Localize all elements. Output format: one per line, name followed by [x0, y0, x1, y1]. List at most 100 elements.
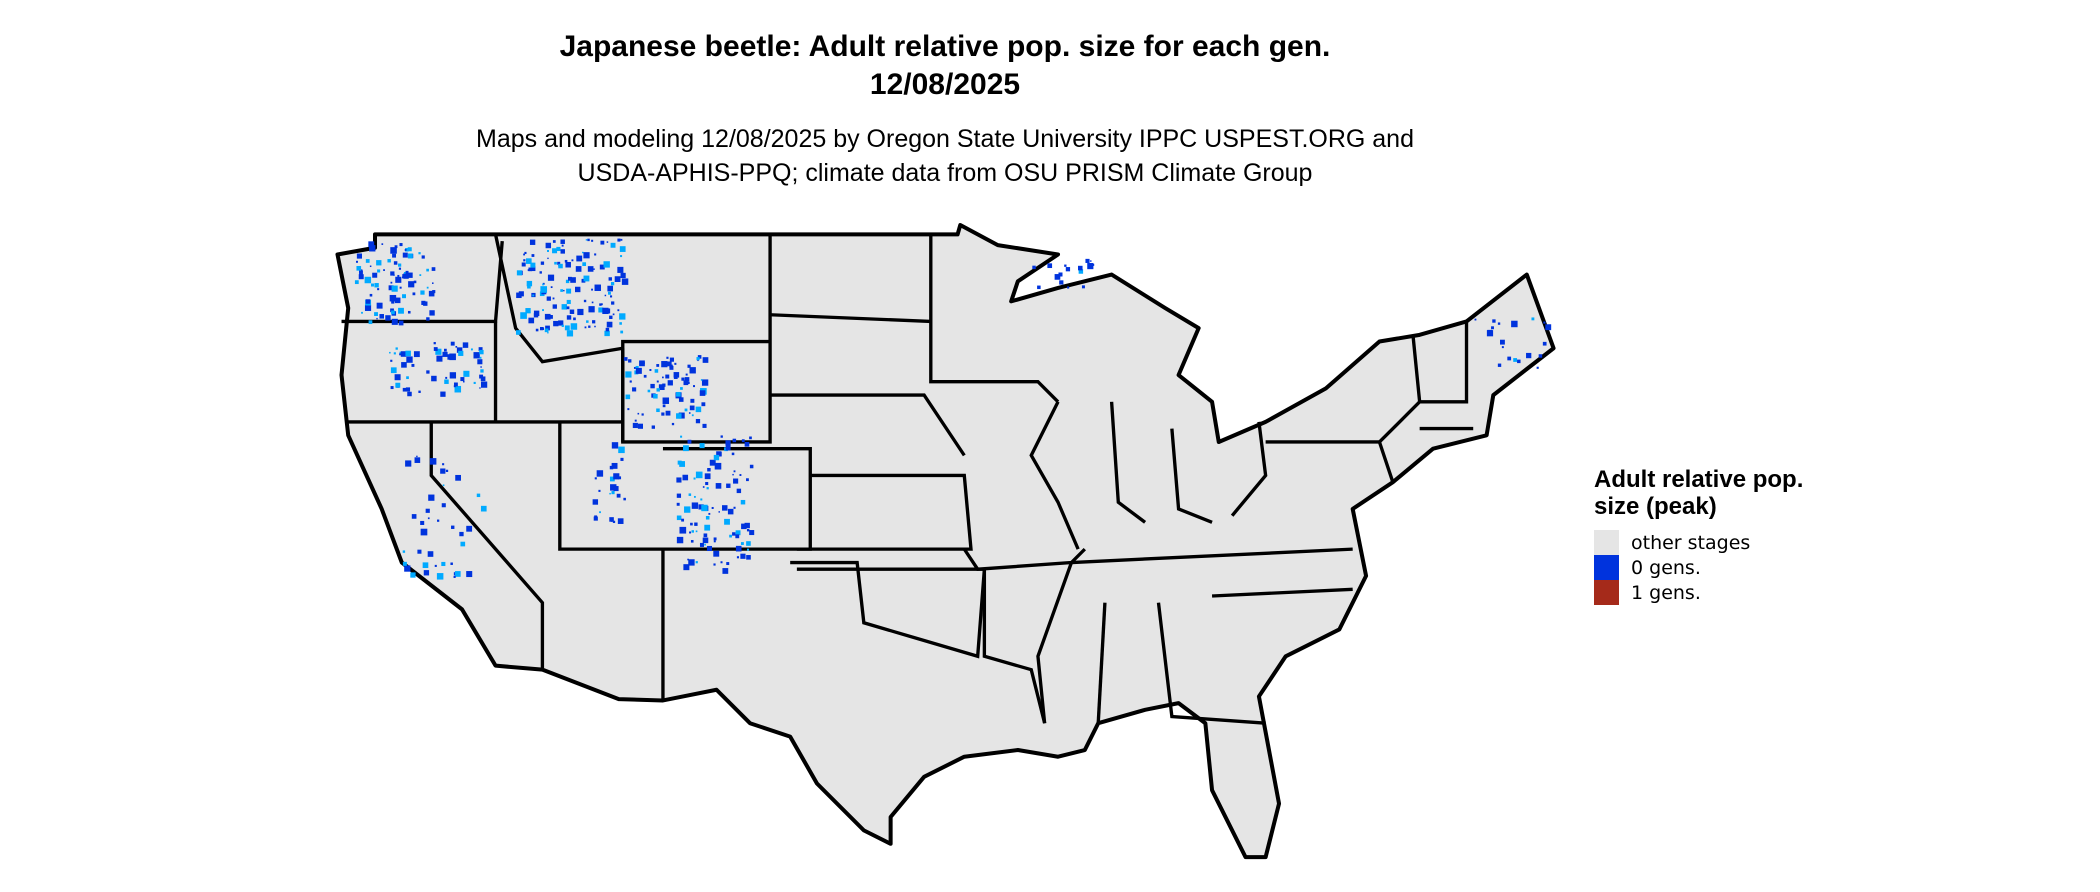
generation-patch — [594, 253, 597, 256]
generation-patch — [688, 559, 695, 566]
generation-patch — [661, 361, 668, 368]
generation-patch — [722, 568, 729, 574]
generation-patch — [593, 268, 595, 270]
generation-patch — [374, 312, 378, 316]
generation-patch — [433, 347, 438, 351]
generation-patch — [395, 347, 398, 350]
generation-patch — [691, 502, 699, 509]
generation-patch — [593, 516, 598, 521]
generation-patch — [725, 445, 731, 451]
generation-patch — [688, 493, 692, 496]
legend-swatch — [1594, 555, 1619, 580]
generation-patch — [407, 391, 412, 397]
state-border — [1411, 321, 1469, 404]
generation-patch — [435, 348, 442, 355]
state-border — [1230, 421, 1268, 517]
generation-patch — [604, 330, 610, 337]
generation-patch — [526, 280, 533, 287]
generation-patch — [689, 531, 692, 534]
generation-patch — [607, 285, 614, 292]
generation-patch — [635, 367, 642, 374]
generation-patch — [1517, 359, 1521, 364]
generation-patch — [739, 474, 742, 476]
generation-patch — [429, 310, 435, 316]
generation-patch — [557, 261, 561, 265]
generation-patch — [477, 359, 483, 365]
generation-patch — [620, 272, 626, 279]
generation-patch — [450, 341, 455, 346]
generation-patch — [746, 529, 750, 532]
generation-patch — [676, 413, 682, 419]
generation-patch — [639, 360, 645, 367]
generation-patch — [419, 274, 422, 277]
state-border — [770, 313, 931, 324]
generation-patch — [575, 286, 581, 293]
generation-patch — [746, 548, 750, 551]
generation-patch — [698, 504, 704, 510]
generation-patch — [480, 376, 486, 382]
generation-patch — [389, 294, 397, 302]
generation-patch — [1536, 366, 1539, 369]
generation-patch — [581, 251, 584, 254]
generation-patch — [405, 350, 411, 357]
generation-patch — [1497, 322, 1501, 325]
generation-patch — [569, 309, 575, 314]
generation-patch — [690, 398, 695, 403]
generation-patch — [403, 273, 409, 279]
generation-patch — [516, 292, 522, 299]
generation-patch — [620, 330, 624, 334]
generation-patch — [404, 249, 407, 251]
generation-patch — [567, 276, 572, 281]
generation-patch — [596, 470, 604, 477]
generation-patch — [398, 320, 404, 326]
generation-patch — [539, 326, 544, 331]
generation-patch — [450, 562, 453, 565]
generation-patch — [552, 304, 557, 309]
generation-patch — [1058, 272, 1063, 277]
generation-patch — [417, 549, 422, 554]
generation-patch — [425, 508, 430, 513]
generation-patch — [603, 261, 610, 268]
generation-patch — [361, 311, 363, 314]
generation-patch — [749, 530, 755, 536]
generation-patch — [441, 561, 446, 567]
generation-patch — [618, 446, 625, 454]
generation-patch — [444, 348, 447, 352]
generation-patch — [390, 386, 394, 390]
generation-patch — [1047, 263, 1053, 269]
subtitle-line-1: Maps and modeling 12/08/2025 by Oregon S… — [476, 125, 1414, 153]
generation-patch — [454, 571, 461, 577]
generation-patch — [666, 361, 672, 367]
generation-patch — [733, 506, 736, 509]
legend-item-1-gens: 1 gens. — [1594, 580, 1814, 605]
generation-patch — [423, 301, 428, 306]
generation-patch — [598, 489, 601, 492]
generation-patch — [560, 239, 565, 244]
generation-patch — [473, 352, 480, 359]
generation-patch — [525, 308, 531, 314]
generation-patch — [516, 270, 522, 276]
generation-patch — [650, 383, 655, 389]
generation-patch — [480, 381, 488, 388]
generation-patch — [658, 384, 665, 391]
generation-patch — [656, 364, 660, 367]
generation-patch — [611, 442, 619, 449]
state-border — [1156, 602, 1266, 725]
generation-patch — [587, 266, 594, 272]
generation-patch — [454, 385, 462, 393]
generation-patch — [359, 269, 363, 273]
generation-patch — [523, 259, 526, 262]
generation-patch — [390, 308, 394, 313]
generation-patch — [683, 445, 689, 452]
generation-patch — [442, 484, 445, 487]
generation-patch — [571, 259, 574, 262]
generation-patch — [587, 238, 590, 242]
generation-patch — [1090, 260, 1092, 262]
generation-patch — [389, 351, 391, 354]
generation-patch — [529, 239, 536, 245]
generation-patch — [732, 438, 737, 443]
generation-patch — [1474, 318, 1477, 321]
generation-patch — [547, 257, 549, 260]
generation-patch — [604, 294, 607, 297]
generation-patch — [410, 572, 416, 578]
